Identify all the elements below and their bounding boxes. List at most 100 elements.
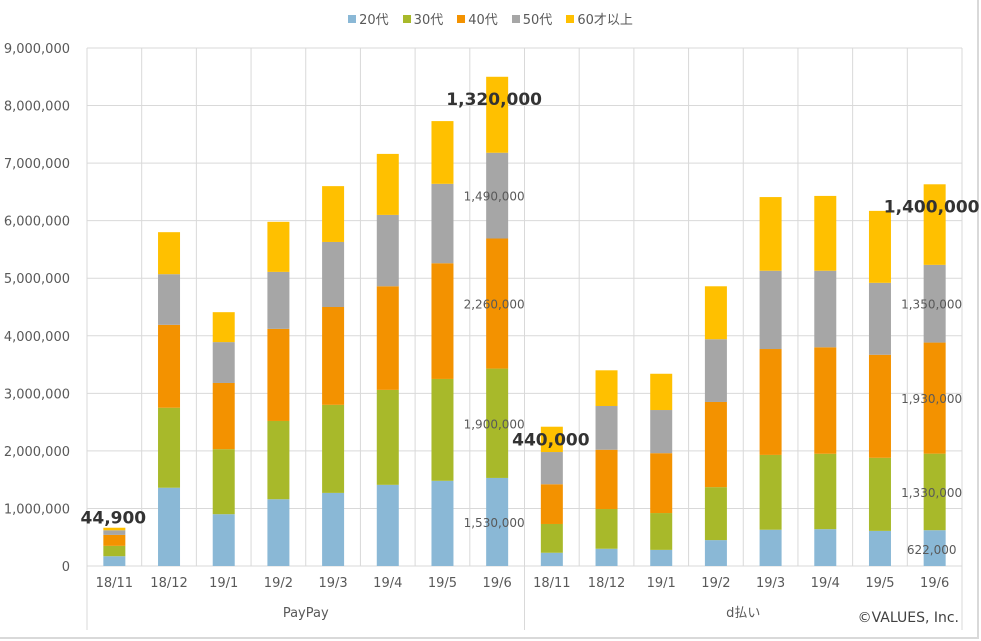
bar-segment — [103, 530, 126, 535]
y-tick-label: 3,000,000 — [4, 387, 70, 402]
bar-segment — [704, 339, 727, 402]
x-tick-label: 18/12 — [588, 576, 625, 591]
bar-segment — [212, 514, 235, 566]
bar-segment — [376, 484, 399, 566]
data-label-total: 1,400,000 — [884, 197, 980, 217]
bar-segment — [923, 453, 946, 531]
x-tick-label: 18/11 — [96, 576, 133, 591]
bar-segment — [814, 195, 837, 271]
x-tick-label: 19/3 — [318, 576, 347, 591]
legend-swatch — [348, 14, 357, 23]
x-tick-label: 19/2 — [701, 576, 730, 591]
bar-segment — [923, 264, 946, 343]
data-label-segment: 2,260,000 — [464, 298, 525, 312]
y-tick-label: 5,000,000 — [4, 272, 70, 287]
bar-segment — [595, 509, 618, 549]
bar-segment — [650, 373, 673, 411]
y-tick-label: 1,000,000 — [4, 502, 70, 517]
bar-segment — [267, 420, 290, 500]
y-tick-label: 4,000,000 — [4, 330, 70, 345]
bar-segment — [431, 263, 454, 379]
bar-segment — [759, 529, 782, 566]
data-label-total: 1,320,000 — [446, 90, 542, 110]
y-tick-label: 2,000,000 — [4, 445, 70, 460]
bar-segment — [704, 401, 727, 488]
legend-label: 60才以上 — [577, 13, 633, 28]
data-label-segment: 1,900,000 — [464, 417, 525, 431]
bar-segment — [868, 457, 891, 531]
bar-segment — [650, 513, 673, 550]
bar-segment — [431, 378, 454, 481]
x-tick-label: 19/4 — [811, 576, 840, 591]
bar-segment — [759, 197, 782, 271]
bar-segment — [376, 286, 399, 390]
bar-segment — [595, 449, 618, 510]
bar-segment — [322, 186, 345, 242]
bar-segment — [595, 370, 618, 406]
legend-item-30s: 30代 — [402, 9, 443, 28]
bar-segment — [431, 183, 454, 264]
bar-segment — [103, 527, 126, 531]
bar-segment — [704, 540, 727, 566]
bar-segment — [103, 545, 126, 557]
x-tick-label: 18/11 — [533, 576, 570, 591]
bar-segment — [704, 286, 727, 340]
group-label: d払い — [726, 606, 760, 621]
bar-segment — [868, 530, 891, 566]
bar-segment — [158, 324, 181, 408]
bar-segment — [650, 410, 673, 454]
bar-segment — [486, 152, 509, 239]
y-tick-label: 0 — [62, 560, 70, 575]
data-label-total: 44,900 — [81, 509, 147, 529]
bar-segment — [759, 270, 782, 350]
bar-segment — [431, 121, 454, 184]
copyright-text: ©VALUES, Inc. — [857, 610, 959, 626]
x-tick-label: 19/6 — [920, 576, 949, 591]
data-label-segment: 1,490,000 — [464, 190, 525, 204]
x-tick-label: 19/1 — [209, 576, 238, 591]
bar-segment — [322, 307, 345, 405]
bar-segment — [486, 76, 509, 153]
bar-segment — [376, 153, 399, 215]
legend-label: 40代 — [468, 13, 498, 28]
bar-segment — [595, 548, 618, 566]
y-tick-label: 9,000,000 — [4, 42, 70, 57]
bar-segment — [540, 452, 563, 485]
bar-segment — [759, 349, 782, 455]
bar-segment — [486, 477, 509, 566]
data-label-segment: 1,530,000 — [464, 516, 525, 530]
x-tick-label: 19/6 — [483, 576, 512, 591]
x-tick-label: 19/2 — [264, 576, 293, 591]
data-label-segment: 1,350,000 — [901, 298, 962, 312]
bar-segment — [540, 552, 563, 566]
bar-segment — [814, 270, 837, 348]
bar-segment — [158, 232, 181, 275]
bar-segment — [814, 453, 837, 530]
bar-segment — [923, 342, 946, 454]
bar-segment — [103, 556, 126, 566]
bar-segment — [376, 389, 399, 485]
bar-segment — [431, 480, 454, 566]
bar-segment — [868, 282, 891, 355]
bar-segment — [212, 449, 235, 515]
legend-item-40s: 40代 — [457, 9, 498, 28]
x-tick-label: 18/12 — [150, 576, 187, 591]
bar-segment — [267, 271, 290, 329]
group-label: PayPay — [283, 606, 329, 621]
legend-label: 50代 — [522, 13, 553, 28]
bar-segment — [322, 492, 345, 566]
bar-segment — [212, 312, 235, 343]
x-tick-label: 19/3 — [756, 576, 785, 591]
data-label-segment: 1,930,000 — [901, 392, 962, 406]
bar-segment — [814, 529, 837, 566]
legend-swatch — [566, 14, 575, 23]
x-tick-label: 19/1 — [647, 576, 676, 591]
bar-segment — [212, 342, 235, 383]
legend-swatch — [402, 14, 411, 23]
bar-segment — [923, 530, 946, 566]
legend-item-50s: 50代 — [511, 9, 553, 28]
legend-item-20s: 20代 — [348, 9, 389, 28]
bar-segment — [267, 221, 290, 272]
bar-segment — [158, 274, 181, 325]
